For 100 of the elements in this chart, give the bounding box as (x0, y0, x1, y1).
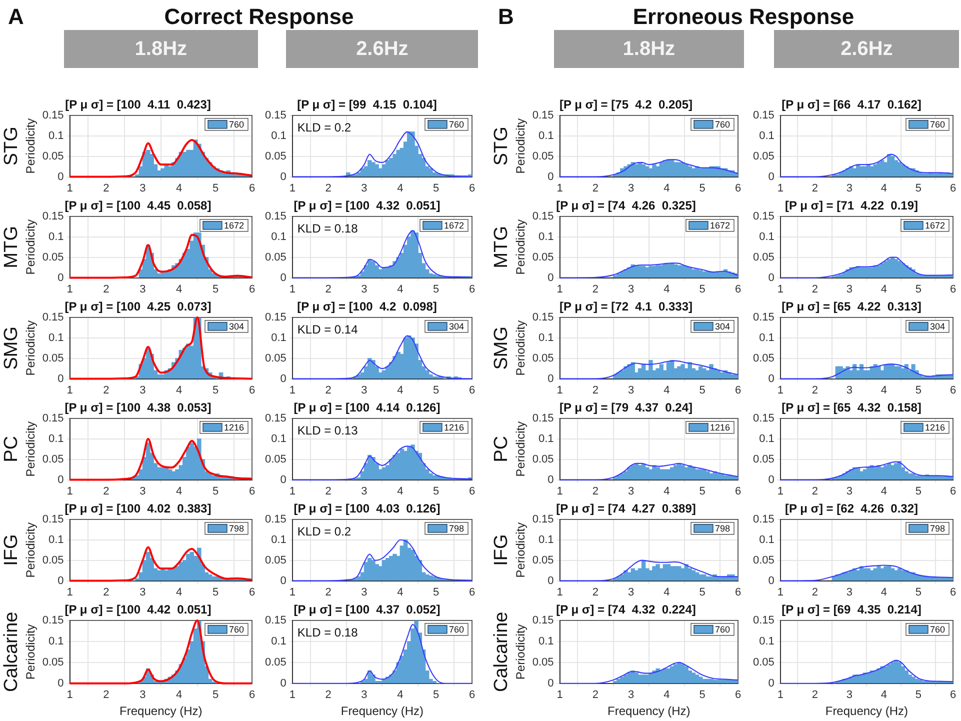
y-tick-label: 0 (58, 574, 64, 587)
x-tick-label: 2 (812, 283, 818, 296)
x-tick-label: 4 (880, 586, 888, 598)
y-axis-title: Periodicity (24, 522, 38, 578)
y-tick-label: 0 (548, 372, 554, 385)
y-tick-label: 0 (548, 677, 554, 690)
x-tick-label: 5 (212, 283, 219, 296)
y-tick-label: 0.05 (752, 453, 774, 466)
y-tick-label: 0.15 (532, 311, 554, 324)
x-tick-label: 6 (950, 689, 956, 702)
y-tick-label: 0.1 (759, 332, 774, 344)
x-tick-label: 2 (325, 283, 332, 296)
x-tick-label: 5 (212, 586, 219, 598)
x-tick-label: 4 (880, 689, 888, 702)
y-tick-label: 0.15 (42, 614, 64, 626)
y-tick-label: 0.15 (264, 513, 286, 526)
x-tick-label: 4 (397, 485, 404, 498)
x-tick-label: 4 (176, 485, 182, 498)
x-tick-label: 1 (556, 485, 563, 498)
x-tick-label: 4 (176, 689, 182, 702)
legend-label: 304 (228, 321, 244, 332)
y-tick-label: 0.05 (264, 150, 286, 162)
x-tick-label: 4 (176, 283, 182, 296)
y-tick-label: 0.15 (264, 412, 286, 424)
x-tick-label: 1 (66, 182, 73, 194)
x-tick-label: 5 (699, 182, 706, 194)
x-tick-label: 6 (248, 182, 256, 194)
x-tick-label: 6 (734, 182, 742, 194)
x-tick-label: 1 (556, 586, 563, 598)
y-tick-label: 0.15 (264, 109, 286, 122)
legend-label: 760 (228, 119, 244, 130)
chart-title: [P μ σ] = [65 4.32 0.158] (782, 400, 922, 415)
x-tick-label: 3 (846, 485, 853, 498)
x-tick-label: 1 (66, 283, 73, 296)
x-tick-label: 2 (592, 283, 599, 296)
chart-title: [P μ σ] = [100 4.45 0.058] (64, 198, 212, 213)
y-axis-title: Periodicity (514, 219, 528, 275)
y-tick-label: 0.15 (42, 311, 64, 324)
y-tick-label: 0.1 (48, 130, 64, 142)
x-tick-label: 6 (248, 586, 256, 598)
x-tick-label: 6 (734, 384, 742, 396)
x-tick-label: 6 (734, 485, 742, 498)
x-tick-label: 1 (777, 586, 784, 598)
annotation: KLD = 0.18 (297, 626, 358, 640)
x-tick-label: 5 (699, 586, 706, 598)
x-tick-label: 5 (915, 283, 922, 296)
x-tick-label: 2 (592, 485, 599, 498)
x-tick-label: 3 (628, 384, 634, 396)
x-tick-label: 3 (140, 283, 146, 296)
x-tick-label: 4 (880, 485, 888, 498)
x-tick-label: 6 (248, 384, 256, 396)
y-axis-title: Periodicity (24, 320, 38, 376)
x-tick-label: 1 (289, 384, 296, 396)
y-tick-label: 0 (58, 677, 64, 690)
y-tick-label: 0 (768, 372, 774, 385)
legend-label: 1672 (710, 220, 730, 230)
y-axis-title: Periodicity (24, 624, 38, 680)
chart-title: [P μ σ] = [66 4.17 0.162] (782, 98, 922, 112)
x-tick-label: 6 (950, 485, 956, 498)
x-tick-label: 4 (880, 384, 888, 396)
y-tick-label: 0.05 (532, 554, 554, 566)
x-tick-label: 4 (664, 586, 670, 598)
x-tick-label: 5 (915, 485, 922, 498)
x-tick-label: 2 (812, 586, 818, 598)
legend-label: 304 (930, 321, 946, 332)
x-tick-label: 2 (103, 283, 110, 296)
text: 1.8Hz (554, 30, 744, 68)
legend-label: 1216 (224, 422, 244, 432)
x-tick-label: 1 (556, 384, 563, 396)
x-tick-label: 3 (140, 384, 146, 396)
x-tick-label: 5 (699, 283, 706, 296)
chart-title: [P μ σ] = [100 4.38 0.053] (64, 400, 212, 415)
text: Erroneous Response (632, 4, 856, 30)
y-tick-label: 0.05 (752, 554, 774, 566)
y-tick-label: 0.1 (271, 635, 286, 648)
y-tick-label: 0.15 (752, 311, 774, 324)
x-tick-label: 1 (289, 182, 296, 194)
y-tick-label: 0.1 (48, 534, 64, 546)
y-tick-label: 0.15 (752, 412, 774, 424)
chart-title: [P μ σ] = [74 4.26 0.325] (556, 198, 696, 213)
text: SMG (1, 326, 22, 370)
x-tick-label: 1 (66, 689, 73, 702)
annotation: KLD = 0.2 (297, 524, 352, 539)
y-tick-label: 0.1 (271, 432, 286, 445)
x-tick-label: 5 (212, 689, 219, 702)
x-tick-label: 6 (468, 689, 476, 702)
chart-title: [P μ σ] = [74 4.27 0.389] (556, 502, 696, 516)
x-tick-label: 3 (846, 586, 853, 598)
y-tick-label: 0.15 (532, 109, 554, 122)
y-tick-label: 0.1 (48, 432, 64, 445)
x-tick-label: 4 (880, 182, 888, 194)
x-tick-label: 2 (325, 485, 332, 498)
y-tick-label: 0.05 (264, 656, 286, 668)
y-tick-label: 0.05 (42, 554, 64, 566)
y-tick-label: 0 (768, 574, 774, 587)
y-tick-label: 0.15 (532, 210, 554, 222)
chart-title: [P μ σ] = [100 4.02 0.383] (64, 502, 212, 516)
y-tick-label: 0.1 (271, 230, 286, 243)
x-tick-label: 1 (66, 586, 73, 598)
y-axis-title: Periodicity (514, 320, 528, 376)
